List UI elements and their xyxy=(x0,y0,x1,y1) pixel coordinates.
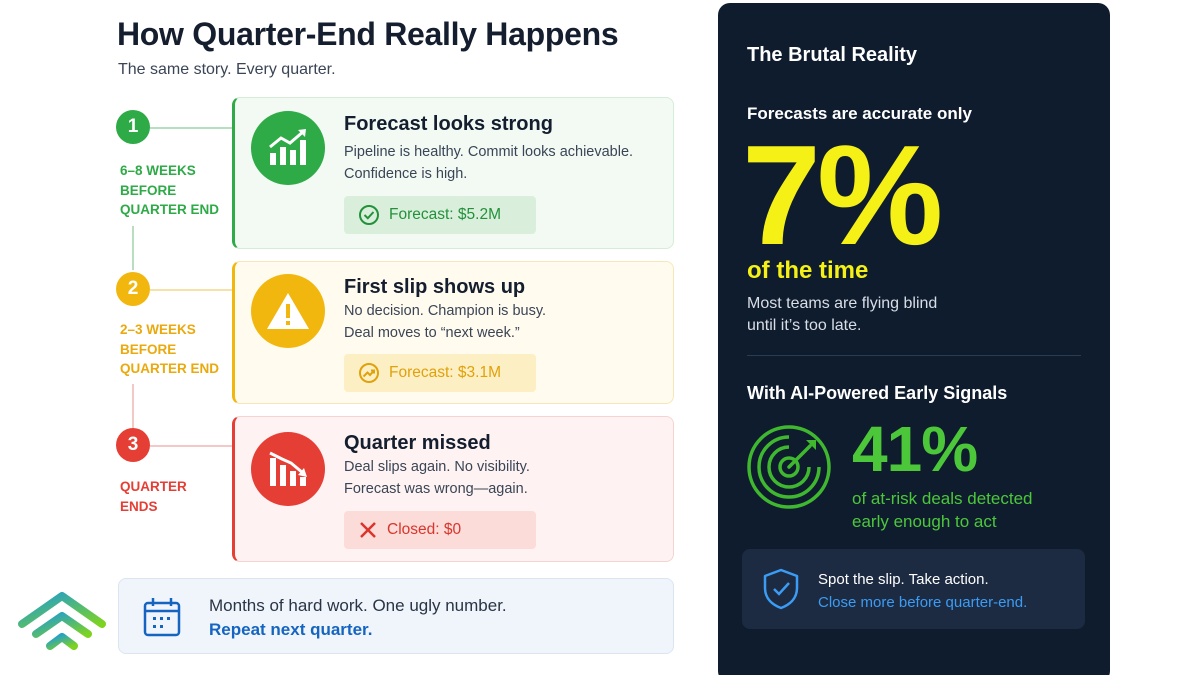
stage-card-forecast-strong: Forecast looks strong Pipeline is health… xyxy=(232,97,674,249)
panel-description: Most teams are flying blind until it’s t… xyxy=(747,295,938,334)
timeline-connector xyxy=(150,289,234,291)
calendar-icon xyxy=(143,598,181,637)
x-icon xyxy=(360,522,376,538)
badge-label: Forecast: $5.2M xyxy=(389,206,501,223)
step-number-1: 1 xyxy=(116,110,150,144)
trend-circle-icon xyxy=(359,363,379,383)
panel-lead: Forecasts are accurate only xyxy=(747,104,972,123)
forecast-badge: Forecast: $5.2M xyxy=(344,196,536,234)
note-text: Months of hard work. One ugly number. xyxy=(209,596,507,615)
badge-label: Closed: $0 xyxy=(387,521,462,538)
card-description: No decision. Champion is busy. Deal move… xyxy=(344,303,547,341)
summary-note: Months of hard work. One ugly number. Re… xyxy=(118,578,674,654)
chart-down-icon xyxy=(251,432,325,506)
card-title: Forecast looks strong xyxy=(344,113,553,135)
cta-box: Spot the slip. Take action. Close more b… xyxy=(742,549,1085,629)
reality-panel: The Brutal Reality Forecasts are accurat… xyxy=(718,3,1110,675)
step-timing-1: 6–8 weeks before quarter end xyxy=(120,163,220,217)
badge-label: Forecast: $3.1M xyxy=(389,364,501,381)
card-title: Quarter missed xyxy=(344,432,491,454)
timeline-connector xyxy=(150,445,234,447)
big-stat-label: of the time xyxy=(747,257,869,284)
step-timing-3: Quarter ends xyxy=(120,479,187,514)
timeline-connector xyxy=(150,127,234,129)
step-number-3: 3 xyxy=(116,428,150,462)
panel-title: The Brutal Reality xyxy=(747,44,918,66)
chart-up-icon xyxy=(251,111,325,185)
page-subtitle: The same story. Every quarter. xyxy=(118,61,336,78)
card-description: Pipeline is healthy. Commit looks achiev… xyxy=(344,144,634,182)
stage-card-first-slip: First slip shows up No decision. Champio… xyxy=(232,261,674,404)
brand-logo-icon xyxy=(18,592,106,650)
page-title: How Quarter-End Really Happens xyxy=(117,16,619,52)
step-timing-2: 2–3 weeks before quarter end xyxy=(120,322,220,376)
card-title: First slip shows up xyxy=(344,276,526,298)
radar-target-icon xyxy=(747,425,831,509)
ai-stat: 41% xyxy=(852,413,978,485)
check-circle-icon xyxy=(359,205,379,225)
cta-text: Spot the slip. Take action. xyxy=(818,571,989,588)
ai-heading: With AI-Powered Early Signals xyxy=(747,383,1008,403)
card-description: Deal slips again. No visibility. Forecas… xyxy=(344,459,530,497)
step-number-2: 2 xyxy=(116,272,150,306)
note-emphasis: Repeat next quarter. xyxy=(209,620,373,639)
cta-link[interactable]: Close more before quarter-end. xyxy=(818,594,1028,611)
timeline-connector xyxy=(132,226,134,270)
timeline-connector xyxy=(132,384,134,428)
stage-card-quarter-missed: Quarter missed Deal slips again. No visi… xyxy=(232,416,674,562)
closed-badge: Closed: $0 xyxy=(344,511,536,549)
ai-stat-description: of at-risk deals detected early enough t… xyxy=(852,489,1033,531)
divider xyxy=(747,355,1081,356)
big-stat: 7% xyxy=(742,116,943,275)
warning-icon xyxy=(251,274,325,348)
forecast-badge: Forecast: $3.1M xyxy=(344,354,536,392)
shield-check-icon xyxy=(763,568,799,610)
